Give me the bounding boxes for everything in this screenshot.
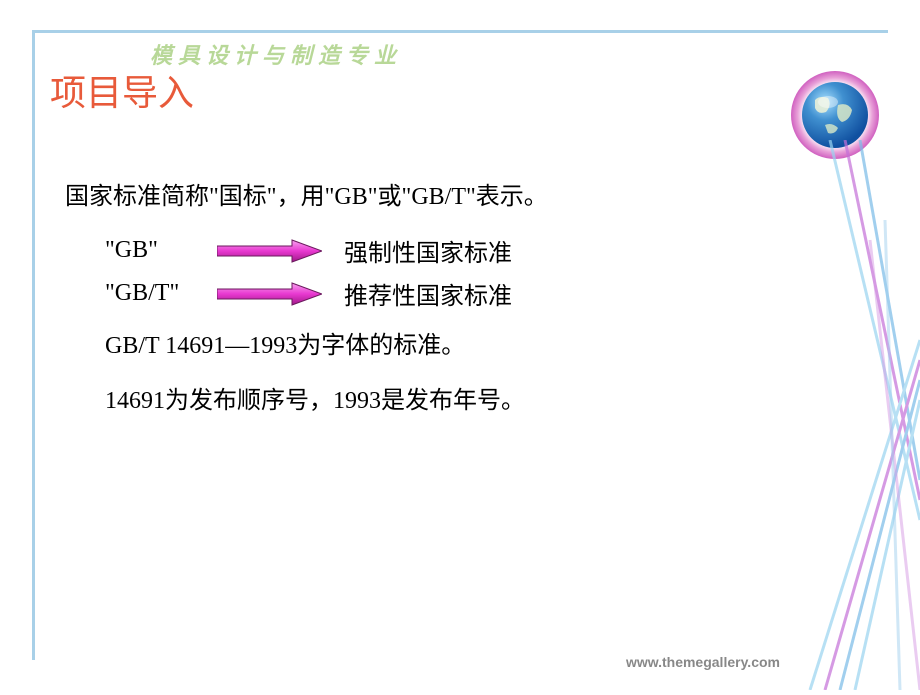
line-4: 14691为发布顺序号，1993是发布年号。: [65, 374, 785, 429]
left-border: [32, 30, 35, 660]
content-block: 国家标准简称"国标"，用"GB"或"GB/T"表示。 "GB" 强制性国家标准: [65, 170, 785, 430]
arrow-desc-2: 推荐性国家标准: [344, 276, 512, 311]
arrow-label-1: "GB": [65, 237, 205, 264]
page-title: 项目导入: [50, 64, 194, 116]
decoration-lines: [770, 140, 920, 690]
arrow-label-2: "GB/T": [65, 280, 205, 307]
arrow-icon: [217, 282, 322, 306]
arrow-row-1: "GB" 强制性国家标准: [65, 233, 785, 268]
top-border: [32, 30, 888, 33]
arrow-row-2: "GB/T" 推荐性国家标准: [65, 276, 785, 311]
slide-container: 模具设计与制造专业 项目导入: [0, 0, 920, 690]
arrow-desc-1: 强制性国家标准: [344, 233, 512, 268]
line-3: GB/T 14691—1993为字体的标准。: [65, 319, 785, 374]
arrow-icon: [217, 239, 322, 263]
footer-url: www.themegallery.com: [626, 654, 780, 670]
intro-line: 国家标准简称"国标"，用"GB"或"GB/T"表示。: [65, 170, 785, 225]
globe-icon: [790, 70, 880, 160]
